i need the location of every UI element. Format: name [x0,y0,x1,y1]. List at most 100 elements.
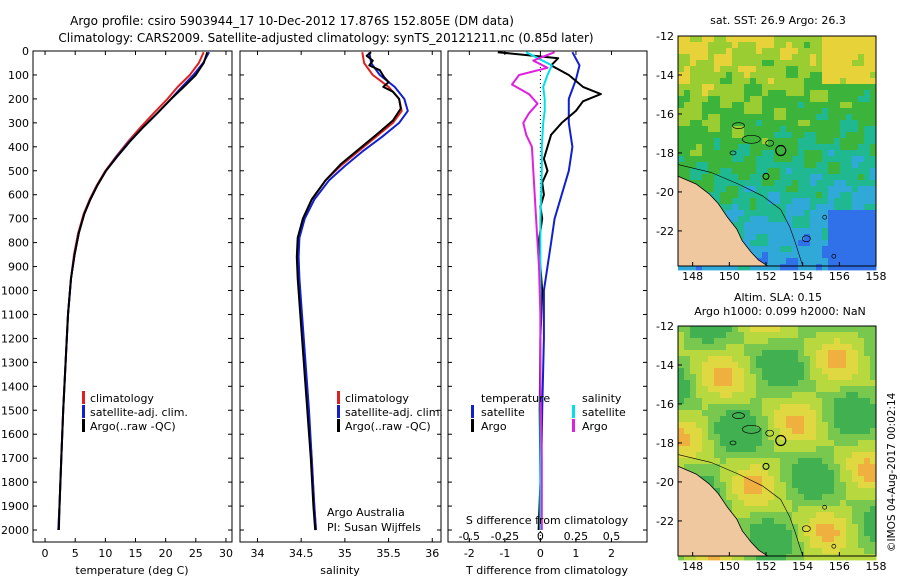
m1-cell [798,174,805,181]
m1-cell [696,120,703,127]
m1-cell [714,42,721,49]
m2-cell [864,518,871,525]
salinity-diff-axis: -0.5 -0.25 0 0.25 0.5 [459,530,621,543]
m2-cell [798,326,805,333]
m2-cell [816,482,823,489]
m1-cell [714,126,721,133]
m1-cell [690,48,697,55]
m2-cell [762,446,769,453]
m2-cell [858,350,865,357]
m2-cell [756,344,763,351]
m1-cell [726,54,733,61]
m1-cell [828,192,835,199]
m2-cell [858,368,865,375]
m1-cell [726,126,733,133]
m2-cell [828,494,835,501]
m2-cell [744,554,751,561]
m1-cell [720,72,727,79]
m1-cell [732,156,739,163]
sla-map-frame [677,325,877,557]
m2-cell [810,374,817,381]
m2-cell [804,470,811,477]
m1-cell [846,144,853,151]
m2-cell [804,338,811,345]
lat-tick-label: -20 [656,186,674,199]
pi-label: PI: Susan Wijffels [327,521,421,534]
m2-cell [756,374,763,381]
depth-tick-label: 900 [8,261,29,274]
m2-cell [822,554,829,561]
m1-cell [864,198,871,205]
m1-cell [768,234,775,241]
m2-cell [858,494,865,501]
m1-cell [756,174,763,181]
m2-cell [780,434,787,441]
m2-cell [840,350,847,357]
m1-cell [690,114,697,121]
m2-cell [774,380,781,387]
m2-cell [768,548,775,555]
m2-cell [708,452,715,459]
m1-cell [816,180,823,187]
m1-cell [732,192,739,199]
m1-cell [780,72,787,79]
m1-cell [756,246,763,253]
m2-cell [852,536,859,543]
m2-cell [690,362,697,369]
m1-cell [834,102,841,109]
m1-cell [720,126,727,133]
m1-cell [756,96,763,103]
m2-cell [804,452,811,459]
m1-cell [720,48,727,55]
m2-cell [774,530,781,537]
m1-cell [744,150,751,157]
lon-tick-label: 150 [719,560,740,573]
m2-cell [828,416,835,423]
m2-cell [762,410,769,417]
lat-tick-label: -12 [656,320,674,333]
m2-cell [690,356,697,363]
lat-tick-label: -16 [656,108,674,121]
m2-cell [702,452,709,459]
m1-cell [738,210,745,217]
m1-cell [798,204,805,211]
m2-cell [786,332,793,339]
m2-cell [816,500,823,507]
m1-cell [846,102,853,109]
m1-cell [822,84,829,91]
m1-cell [828,180,835,187]
m1-cell [810,246,817,253]
m1-cell [828,186,835,193]
m2-cell [750,512,757,519]
m1-cell [792,36,799,43]
m2-cell [804,446,811,453]
m2-cell [846,428,853,435]
m1-cell [738,72,745,79]
m1-cell [786,240,793,247]
m2-cell [732,434,739,441]
m2-cell [864,326,871,333]
m1-cell [690,126,697,133]
m1-cell [846,234,853,241]
m1-cell [678,138,685,145]
m2-cell [840,428,847,435]
m2-cell [852,350,859,357]
m2-cell [810,422,817,429]
m2-cell [714,344,721,351]
m2-cell [828,482,835,489]
m1-cell [846,36,853,43]
m1-cell [762,198,769,205]
m2-cell [846,488,853,495]
m1-cell [858,204,865,211]
m2-cell [852,344,859,351]
m2-cell [840,380,847,387]
m2-cell [852,386,859,393]
m2-cell [792,398,799,405]
m2-cell [690,422,697,429]
m1-cell [834,60,841,67]
m1-cell [684,126,691,133]
m2-cell [870,434,877,441]
m1-cell [696,108,703,115]
m1-cell [774,66,781,73]
m2-cell [678,356,685,363]
